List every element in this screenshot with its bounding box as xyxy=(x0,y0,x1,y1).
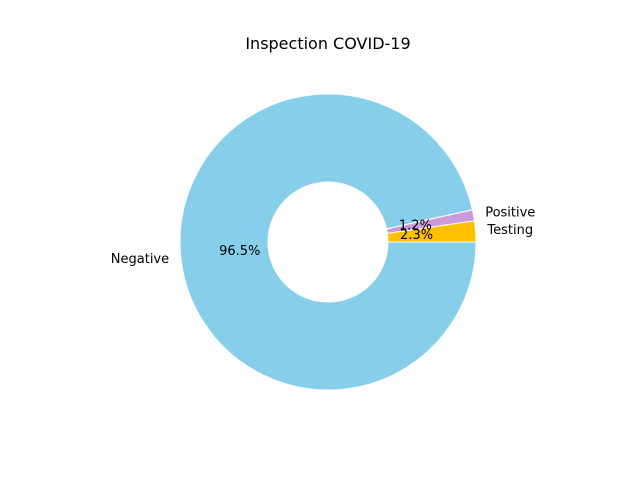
slices-layer xyxy=(179,93,477,391)
labels-layer: Testing 2.3% Positive 1.2% Negative 96.5% xyxy=(111,206,536,268)
slice-negative xyxy=(179,93,477,391)
percent-label-negative: 96.5% xyxy=(219,244,260,259)
slice-label-testing: Testing xyxy=(486,223,533,238)
percent-label-positive: 1.2% xyxy=(399,218,432,233)
slice-label-negative: Negative xyxy=(111,252,169,267)
slice-label-positive: Positive xyxy=(485,206,535,221)
percent-label-testing: 2.3% xyxy=(400,228,433,243)
chart-title: Inspection COVID-19 xyxy=(245,34,410,53)
